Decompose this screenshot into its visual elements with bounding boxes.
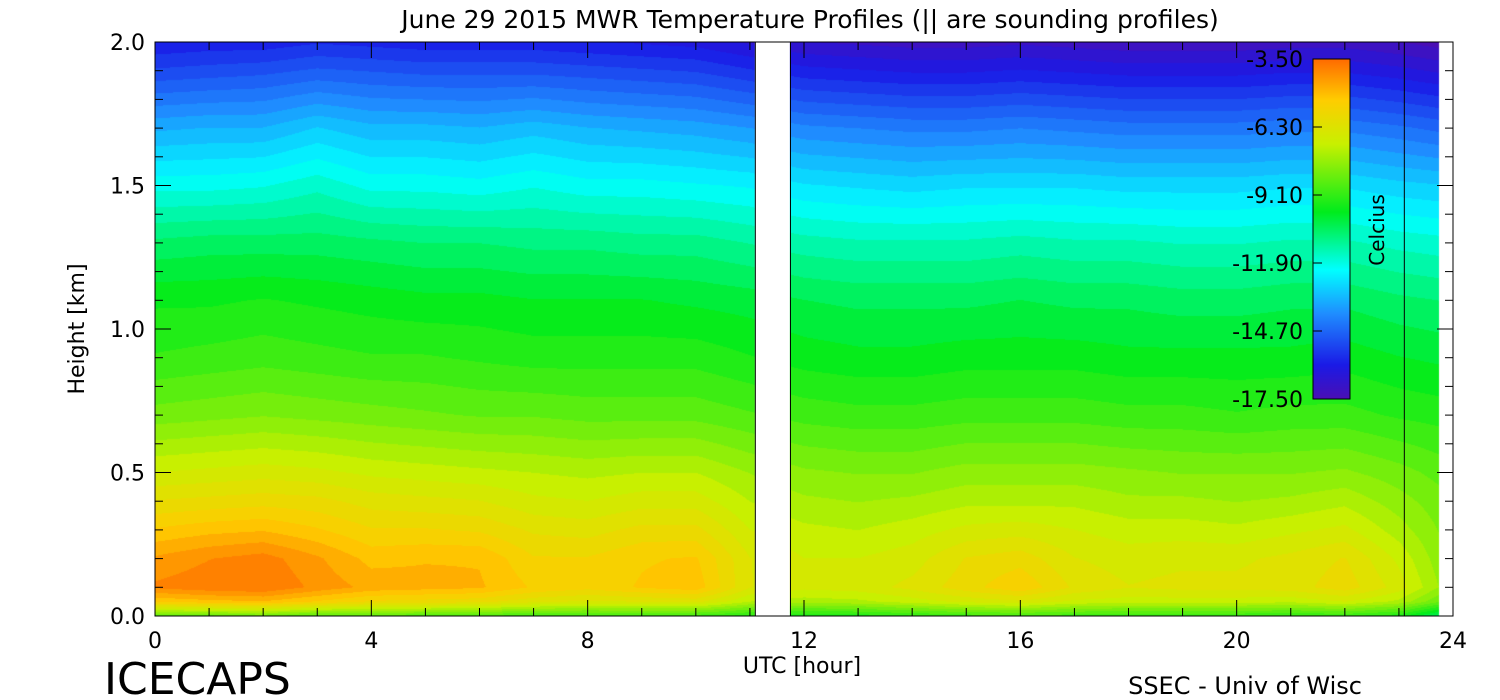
heatmap-area (155, 42, 1453, 616)
footer-credit: SSEC - Univ of Wisc (1128, 672, 1362, 700)
x-tick-label: 4 (364, 629, 378, 654)
colorbar-tick-label: -11.90 (1232, 252, 1303, 277)
x-axis-label: UTC [hour] (743, 654, 861, 679)
colorbar-tick-label: -9.10 (1246, 184, 1303, 209)
x-tick-label: 16 (1006, 629, 1034, 654)
sounding-markers (754, 42, 1405, 616)
x-tick-label: 12 (790, 629, 818, 654)
x-tick-label: 24 (1439, 629, 1467, 654)
chart-title: June 29 2015 MWR Temperature Profiles (|… (399, 5, 1219, 34)
y-tick-label: 2.0 (110, 31, 145, 56)
y-axis-label: Height [km] (65, 263, 90, 394)
colorbar-label: Celcius (1365, 194, 1389, 265)
y-tick-label: 0.5 (110, 462, 145, 487)
x-tick-label: 0 (148, 629, 162, 654)
colorbar-tick-label: -14.70 (1232, 320, 1303, 345)
colorbar: -3.50 -6.30 -9.10 -11.90 -14.70 -17.50 Celciu… (1232, 48, 1389, 413)
x-axis: 0 4 8 12 16 20 24 (148, 42, 1467, 654)
colorbar-ticks: -3.50 -6.30 -9.10 -11.90 -14.70 -17.50 (1232, 48, 1322, 413)
colorbar-tick-label: -6.30 (1246, 116, 1303, 141)
colorbar-gradient (1312, 58, 1351, 400)
footer-logo-text: ICECAPS (104, 654, 291, 700)
y-tick-label: 1.0 (110, 318, 145, 343)
x-tick-label: 8 (581, 629, 595, 654)
colorbar-tick-label: -17.50 (1232, 388, 1303, 413)
y-axis: 0.0 0.5 1.0 1.5 2.0 (110, 31, 1453, 630)
y-tick-label: 1.5 (110, 175, 145, 200)
colorbar-tick-label: -3.50 (1246, 48, 1303, 73)
y-tick-label: 0.0 (110, 605, 145, 630)
x-tick-label: 20 (1223, 629, 1251, 654)
temperature-field (155, 42, 1453, 616)
